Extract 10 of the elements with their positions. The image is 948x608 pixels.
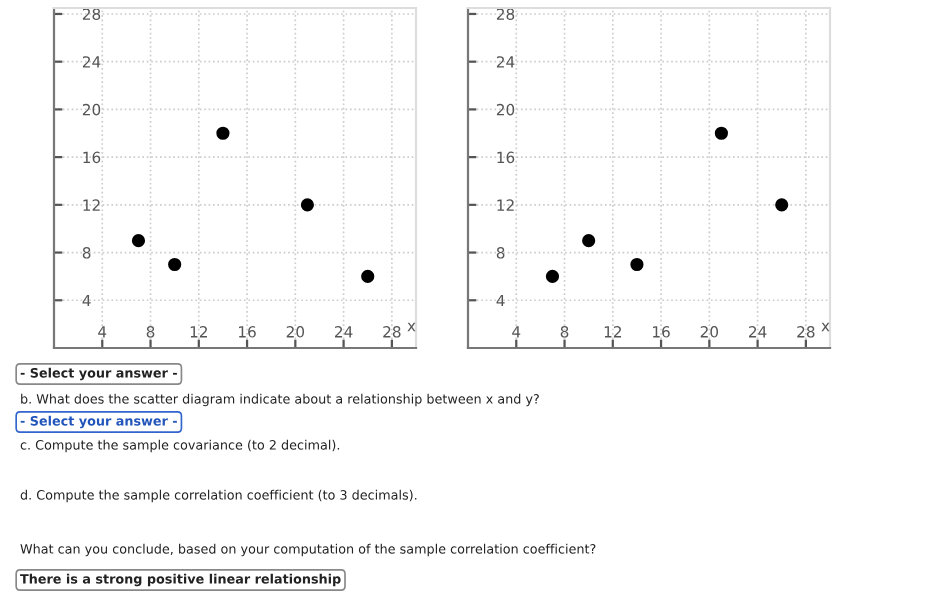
point — [168, 257, 182, 272]
point — [131, 234, 146, 248]
point — [216, 126, 230, 140]
point — [775, 198, 789, 212]
point — [630, 257, 644, 272]
point — [714, 126, 728, 140]
point — [361, 269, 375, 284]
point — [300, 198, 314, 212]
point — [545, 269, 560, 284]
point — [582, 234, 596, 248]
